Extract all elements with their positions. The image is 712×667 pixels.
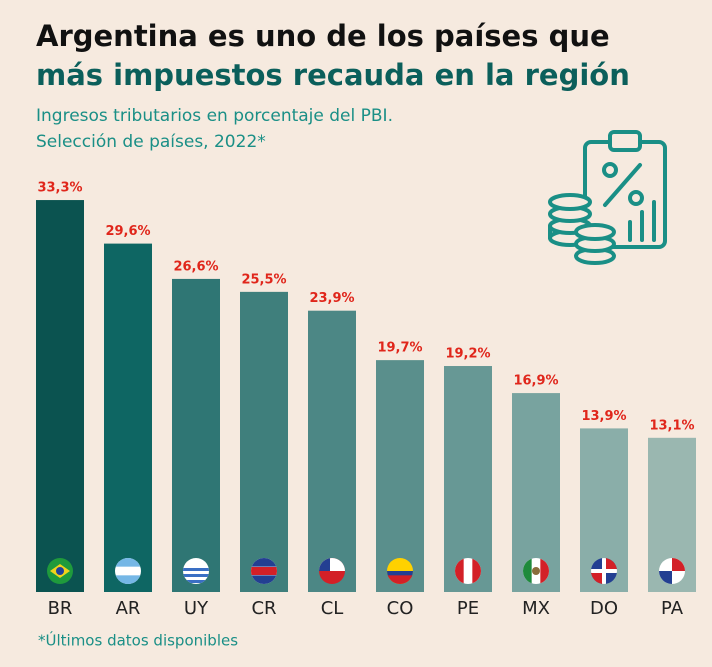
- bar: [172, 278, 220, 592]
- x-tick-label: DO: [590, 598, 618, 619]
- flag-part: [387, 571, 413, 578]
- flag-part: [591, 558, 617, 584]
- flag-part: [251, 558, 277, 567]
- value-label: 16,9%: [513, 374, 558, 389]
- flag-part: [251, 567, 277, 575]
- flag-part: [455, 558, 464, 584]
- x-tick-label: UY: [184, 598, 209, 619]
- value-label: 19,2%: [445, 347, 490, 362]
- x-tick-label: MX: [522, 598, 550, 619]
- flag: [183, 558, 209, 584]
- flag-part: [532, 567, 540, 575]
- flag-part: [472, 558, 481, 584]
- chart-subtitle: Selección de países, 2022*: [36, 132, 266, 152]
- chart-title: más impuestos recauda en la región: [36, 58, 630, 92]
- value-label: 13,9%: [581, 409, 626, 424]
- bar: [308, 310, 356, 592]
- flag: [115, 558, 141, 584]
- bar: [376, 360, 424, 592]
- flag: [591, 558, 617, 584]
- flag-part: [56, 567, 64, 575]
- bar: [36, 200, 84, 592]
- flag: [387, 558, 413, 584]
- flag-part: [540, 558, 549, 584]
- x-tick-label: CL: [321, 598, 344, 619]
- flag-part: [251, 575, 277, 584]
- bar: [240, 291, 288, 592]
- flag-part: [523, 558, 532, 584]
- flag-part: [319, 558, 330, 571]
- flag: [47, 558, 73, 584]
- chart-subtitle: Ingresos tributarios en porcentaje del P…: [36, 106, 393, 126]
- x-tick-label: CR: [251, 598, 276, 619]
- value-label: 25,5%: [241, 272, 286, 287]
- value-label: 13,1%: [649, 418, 694, 433]
- flag-part: [183, 568, 209, 583]
- value-label: 26,6%: [173, 259, 218, 274]
- x-tick-label: AR: [116, 598, 141, 619]
- flag: [659, 558, 685, 584]
- x-tick-label: PA: [661, 598, 684, 619]
- value-label: 29,6%: [105, 224, 150, 239]
- value-label: 19,7%: [377, 341, 422, 356]
- flag-part: [115, 575, 141, 584]
- flag-part: [387, 575, 413, 584]
- icon: [548, 130, 667, 265]
- flag: [455, 558, 481, 584]
- x-tick-label: CO: [387, 598, 414, 619]
- bar: [444, 366, 492, 592]
- flag: [523, 558, 549, 584]
- value-label: 33,3%: [37, 181, 82, 196]
- chart-title: Argentina es uno de los países que: [36, 19, 610, 53]
- footnote: *Últimos datos disponibles: [38, 631, 238, 650]
- value-label: 23,9%: [309, 291, 354, 306]
- bar: [104, 243, 152, 592]
- x-tick-label: BR: [48, 598, 73, 619]
- flag-part: [115, 558, 141, 567]
- flag: [319, 558, 345, 584]
- x-tick-label: PE: [457, 598, 479, 619]
- flag: [251, 558, 277, 584]
